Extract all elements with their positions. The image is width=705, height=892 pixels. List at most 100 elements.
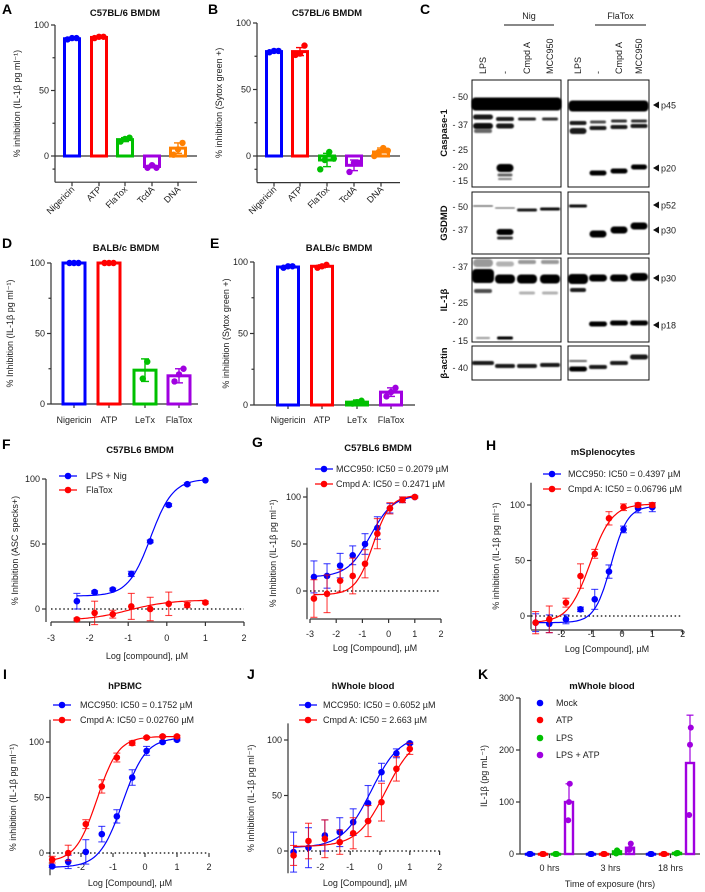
molecular-weight-marker: - 40 (452, 363, 468, 373)
data-point (562, 616, 570, 623)
data-point (91, 588, 98, 596)
y-tick-label: 0 (35, 604, 40, 614)
y-tick-label: 100 (510, 500, 525, 510)
protein-band (542, 117, 558, 121)
legend-label: FlaTox (86, 485, 113, 495)
fit-curve (76, 599, 206, 620)
protein-band (496, 123, 514, 129)
protein-band (568, 274, 588, 284)
legend-label: MCC950: IC50 = 0.1752 µM (80, 700, 193, 710)
data-point (620, 503, 627, 511)
protein-band (568, 100, 649, 112)
y-tick-label: 50 (35, 329, 45, 339)
data-point (98, 783, 106, 790)
data-point (566, 780, 573, 787)
band-label: p30 (661, 226, 676, 236)
bar (90, 35, 108, 158)
data-point (175, 371, 183, 378)
data-point (562, 599, 570, 606)
data-point (349, 829, 357, 837)
data-point (82, 820, 90, 828)
data-point (179, 139, 186, 147)
data-point (336, 577, 344, 584)
data-point (406, 745, 414, 753)
data-point (73, 34, 80, 42)
protein-band (610, 320, 628, 326)
group-label: FlaTox (607, 11, 634, 21)
y-axis-label: % inhibition (IL-1β pg ml⁻¹) (491, 502, 501, 609)
protein-band (540, 274, 560, 284)
x-tick-label: -1 (588, 629, 596, 639)
protein-band (589, 230, 607, 238)
legend-label: LPS (556, 733, 573, 743)
protein-band (540, 207, 560, 211)
protein-band (517, 364, 537, 368)
data-point (687, 741, 693, 748)
y-tick-label: 50 (30, 539, 40, 549)
data-point (113, 754, 121, 761)
data-point (139, 375, 146, 382)
data-point (605, 568, 613, 575)
arrowhead-icon (653, 226, 659, 234)
bar (563, 800, 575, 856)
protein-band (631, 119, 647, 123)
protein-band (471, 97, 562, 111)
data-point (48, 863, 56, 870)
protein-band (610, 274, 628, 282)
y-tick-label: 0 (40, 399, 45, 409)
y-tick-label: 0 (44, 151, 49, 161)
group-label: Nig (522, 11, 536, 21)
x-tick-label: -1 (109, 862, 117, 872)
panel-letter: G (252, 434, 263, 450)
protein-band (630, 222, 648, 230)
data-point (374, 530, 381, 537)
data-point (289, 263, 296, 270)
protein-band (589, 274, 607, 282)
blot-membrane (567, 257, 650, 343)
data-point (321, 835, 329, 843)
data-point (101, 259, 108, 267)
y-axis-label: IL-1β (pg mL⁻¹) (479, 745, 489, 807)
bar (63, 37, 81, 158)
panel-letter: C (420, 1, 430, 17)
protein-band (497, 173, 513, 177)
legend-marker (58, 701, 66, 709)
molecular-weight-marker: - 25 (452, 145, 468, 155)
data-point (364, 817, 372, 825)
x-axis-label: Log [Compound], µM (323, 878, 407, 888)
fit-curve (535, 506, 653, 624)
data-point (358, 397, 365, 404)
protein-band (630, 354, 648, 360)
y-tick-label: 50 (291, 539, 301, 549)
y-tick-label: 50 (241, 85, 251, 95)
legend-marker (304, 716, 312, 724)
data-point (174, 146, 182, 153)
category-label: DNA (365, 184, 386, 205)
panel-g: G C57BL6 BMDM 0 50 100 -3 -2 -1 0 1 2 Log [Compound… (252, 434, 449, 653)
x-tick-label: 0 (377, 862, 382, 872)
protein-band (473, 259, 493, 267)
legend-marker (304, 701, 312, 709)
x-tick-label: -2 (86, 633, 94, 643)
protein-band (495, 274, 515, 284)
data-point (387, 388, 395, 396)
data-point (127, 603, 135, 610)
protein-band (496, 261, 514, 267)
x-tick-label: -2 (316, 862, 324, 872)
legend-marker (320, 465, 328, 473)
y-tick-label: 0 (243, 400, 248, 410)
protein-band (569, 121, 587, 125)
protein-band (610, 168, 628, 174)
y-tick-label: 50 (238, 329, 248, 339)
x-tick-label: 0 (386, 629, 391, 639)
y-tick-label: 50 (515, 556, 525, 566)
protein-band (569, 366, 587, 372)
legend-label: Cmpd A: IC50 = 2.663 µM (323, 715, 427, 725)
data-point (378, 798, 385, 806)
lane-label: - (593, 71, 603, 74)
data-point (146, 605, 154, 613)
protein-band (476, 337, 490, 339)
